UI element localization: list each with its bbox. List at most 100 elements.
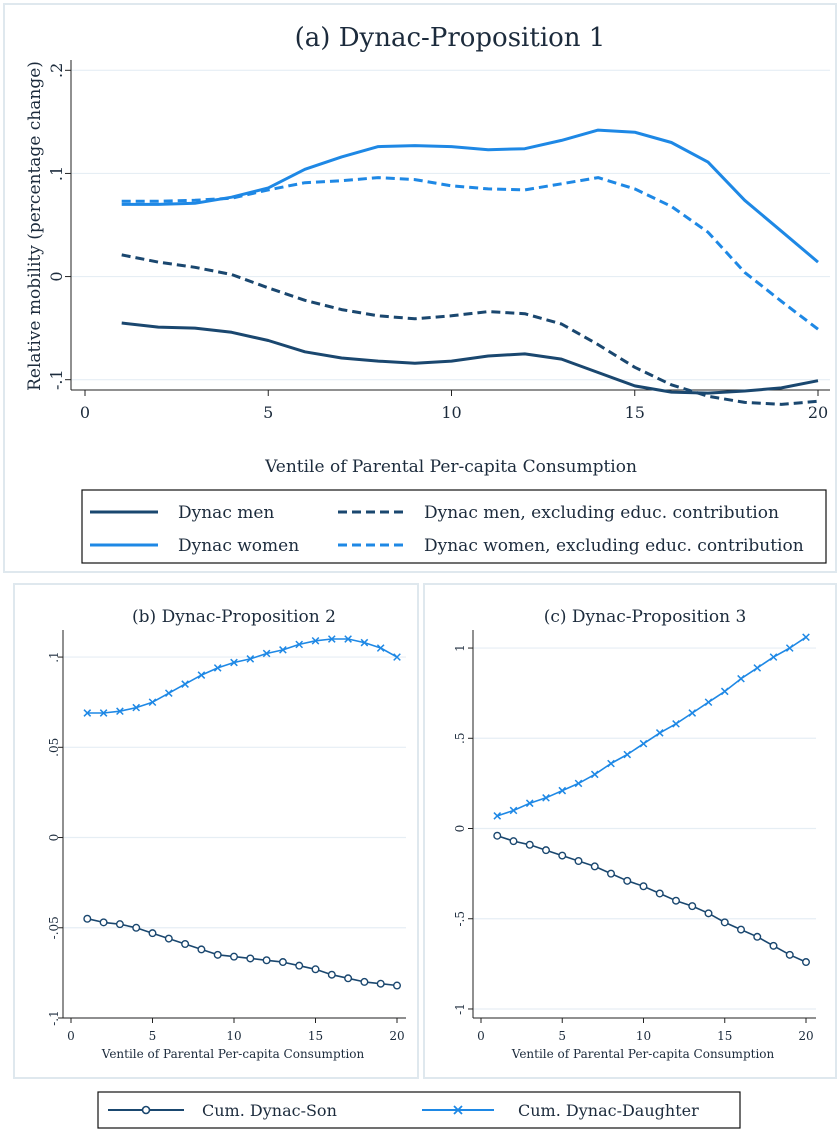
chart-a-series-line-3 <box>121 176 819 331</box>
chart-b-point <box>99 709 108 717</box>
chart-b-point <box>181 680 189 688</box>
chart-a-xtick-label: 10 <box>441 403 461 422</box>
chart-a-ytick-label: 0 <box>47 271 66 281</box>
panel-a-frame <box>3 3 837 573</box>
chart-b-point <box>197 945 206 954</box>
chart-c-point <box>639 739 648 748</box>
chart-c-xlabel: Ventile of Parental Per-capita Consumpti… <box>511 1047 775 1061</box>
chart-b-point <box>213 664 222 672</box>
chart-a-xtick-label: 15 <box>625 403 645 422</box>
chart-b-point <box>360 638 369 647</box>
chart-b-point <box>278 958 287 967</box>
chart-b-point <box>197 671 206 679</box>
chart-b-point <box>311 965 320 974</box>
legend-a-label-men: Dynac men <box>178 503 274 523</box>
chart-c-point <box>737 925 746 934</box>
chart-b-xtick-label: 5 <box>149 1029 157 1043</box>
panel-b-frame <box>13 583 419 1079</box>
chart-b-point <box>164 689 173 697</box>
chart-a-ytick-label: .1 <box>47 166 66 181</box>
chart-c-point <box>574 779 583 788</box>
chart-b-point <box>327 970 336 979</box>
chart-b-point <box>148 698 157 707</box>
chart-b-point <box>213 950 222 959</box>
chart-c-point <box>704 698 713 707</box>
chart-b-point <box>344 635 352 643</box>
chart-c-point <box>737 674 745 683</box>
chart-b-point <box>393 981 402 990</box>
chart-b-point <box>393 653 401 661</box>
chart-b-xtick-label: 0 <box>67 1029 75 1043</box>
chart-c-point <box>607 759 615 768</box>
chart-b-xtick-label: 10 <box>226 1029 241 1043</box>
legend-a: Dynac men Dynac men, excluding educ. con… <box>90 503 804 556</box>
chart-b-ytick-label: .1 <box>47 651 61 662</box>
legend-bc-marker-son <box>141 1105 151 1115</box>
chart-b-point <box>132 923 141 932</box>
legend-bc: Cum. Dynac-Son Cum. Dynac-Daughter <box>108 1101 699 1120</box>
chart-b-title: (b) Dynac-Proposition 2 <box>132 607 336 627</box>
legend-a-label-women: Dynac women <box>178 536 299 556</box>
chart-b-point <box>311 636 320 645</box>
chart-b-point <box>295 961 304 970</box>
chart-c-point <box>574 856 583 865</box>
chart-b-point <box>148 929 157 938</box>
chart-c-point <box>542 846 551 855</box>
chart-c-point <box>509 837 518 846</box>
panel-c-frame <box>423 583 837 1079</box>
chart-c-xtick-label: 20 <box>798 1029 813 1043</box>
chart-b-ytick-label: 0 <box>47 834 61 842</box>
legend-a-label-women-excl: Dynac women, excluding educ. contributio… <box>424 536 804 556</box>
chart-b-point <box>230 658 238 667</box>
chart-a-xlabel: Ventile of Parental Per-capita Consumpti… <box>264 457 637 477</box>
chart-b-ytick-label: -.1 <box>47 1010 61 1026</box>
chart-c-point <box>704 909 713 918</box>
chart-c-point <box>688 709 697 717</box>
chart-c-xtick-label: 10 <box>636 1029 651 1043</box>
chart-c-point <box>720 918 729 927</box>
legend-bc-label-daughter: Cum. Dynac-Daughter <box>518 1101 699 1120</box>
chart-c-point <box>672 896 681 905</box>
chart-c-point <box>785 644 794 652</box>
legend-bc-label-son: Cum. Dynac-Son <box>202 1101 337 1120</box>
chart-a: -.1 0 .1 .2 0 5 10 15 20 <box>47 60 830 422</box>
chart-c-point <box>525 840 534 849</box>
chart-c-point <box>785 950 794 959</box>
chart-c-point <box>493 831 502 840</box>
chart-b-point <box>83 914 92 923</box>
chart-a-xtick-label: 20 <box>808 403 828 422</box>
chart-a-series-line-2 <box>121 253 819 406</box>
chart-b-ytick-label: .05 <box>47 738 61 757</box>
chart-a-ytick-label: .2 <box>47 63 66 78</box>
legend-bc-box <box>97 1091 741 1129</box>
chart-c-xtick-label: 0 <box>477 1029 485 1043</box>
chart-b-point <box>181 940 190 949</box>
chart-c-point <box>769 941 778 950</box>
chart-a-xtick-label: 5 <box>263 403 273 422</box>
chart-c-point <box>655 729 664 737</box>
chart-c-point <box>590 862 599 871</box>
chart-b-series-line-1 <box>87 638 398 714</box>
chart-c-point <box>802 633 810 642</box>
chart-c-point <box>802 958 811 967</box>
chart-c-ytick-label: 0 <box>453 825 467 833</box>
chart-b-point <box>246 954 255 963</box>
chart-c-xtick-label: 5 <box>558 1029 566 1043</box>
chart-b-point <box>376 979 385 988</box>
chart-b-point <box>295 640 304 649</box>
chart-b-point <box>116 707 124 716</box>
chart-c-point <box>753 664 762 672</box>
chart-c-ytick-label: .5 <box>453 733 467 744</box>
chart-b-point <box>327 635 336 643</box>
chart-b-point <box>262 956 271 965</box>
chart-b-point <box>279 646 287 654</box>
chart-a-title: (a) Dynac-Proposition 1 <box>295 23 606 53</box>
chart-c-point <box>493 812 502 820</box>
chart-c-point <box>558 851 567 860</box>
chart-c-point <box>672 720 680 728</box>
chart-c-point <box>655 889 664 898</box>
chart-c-point <box>623 876 632 885</box>
chart-b-point <box>360 977 369 986</box>
chart-b-point <box>83 709 92 717</box>
chart-c-point <box>639 882 648 891</box>
